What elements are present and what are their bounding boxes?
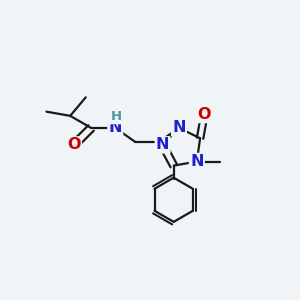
Text: N: N <box>190 154 204 169</box>
Text: H: H <box>110 110 122 123</box>
Text: O: O <box>67 137 81 152</box>
Text: O: O <box>198 107 211 122</box>
Text: N: N <box>109 120 122 135</box>
Text: N: N <box>156 137 169 152</box>
Text: N: N <box>172 120 186 135</box>
